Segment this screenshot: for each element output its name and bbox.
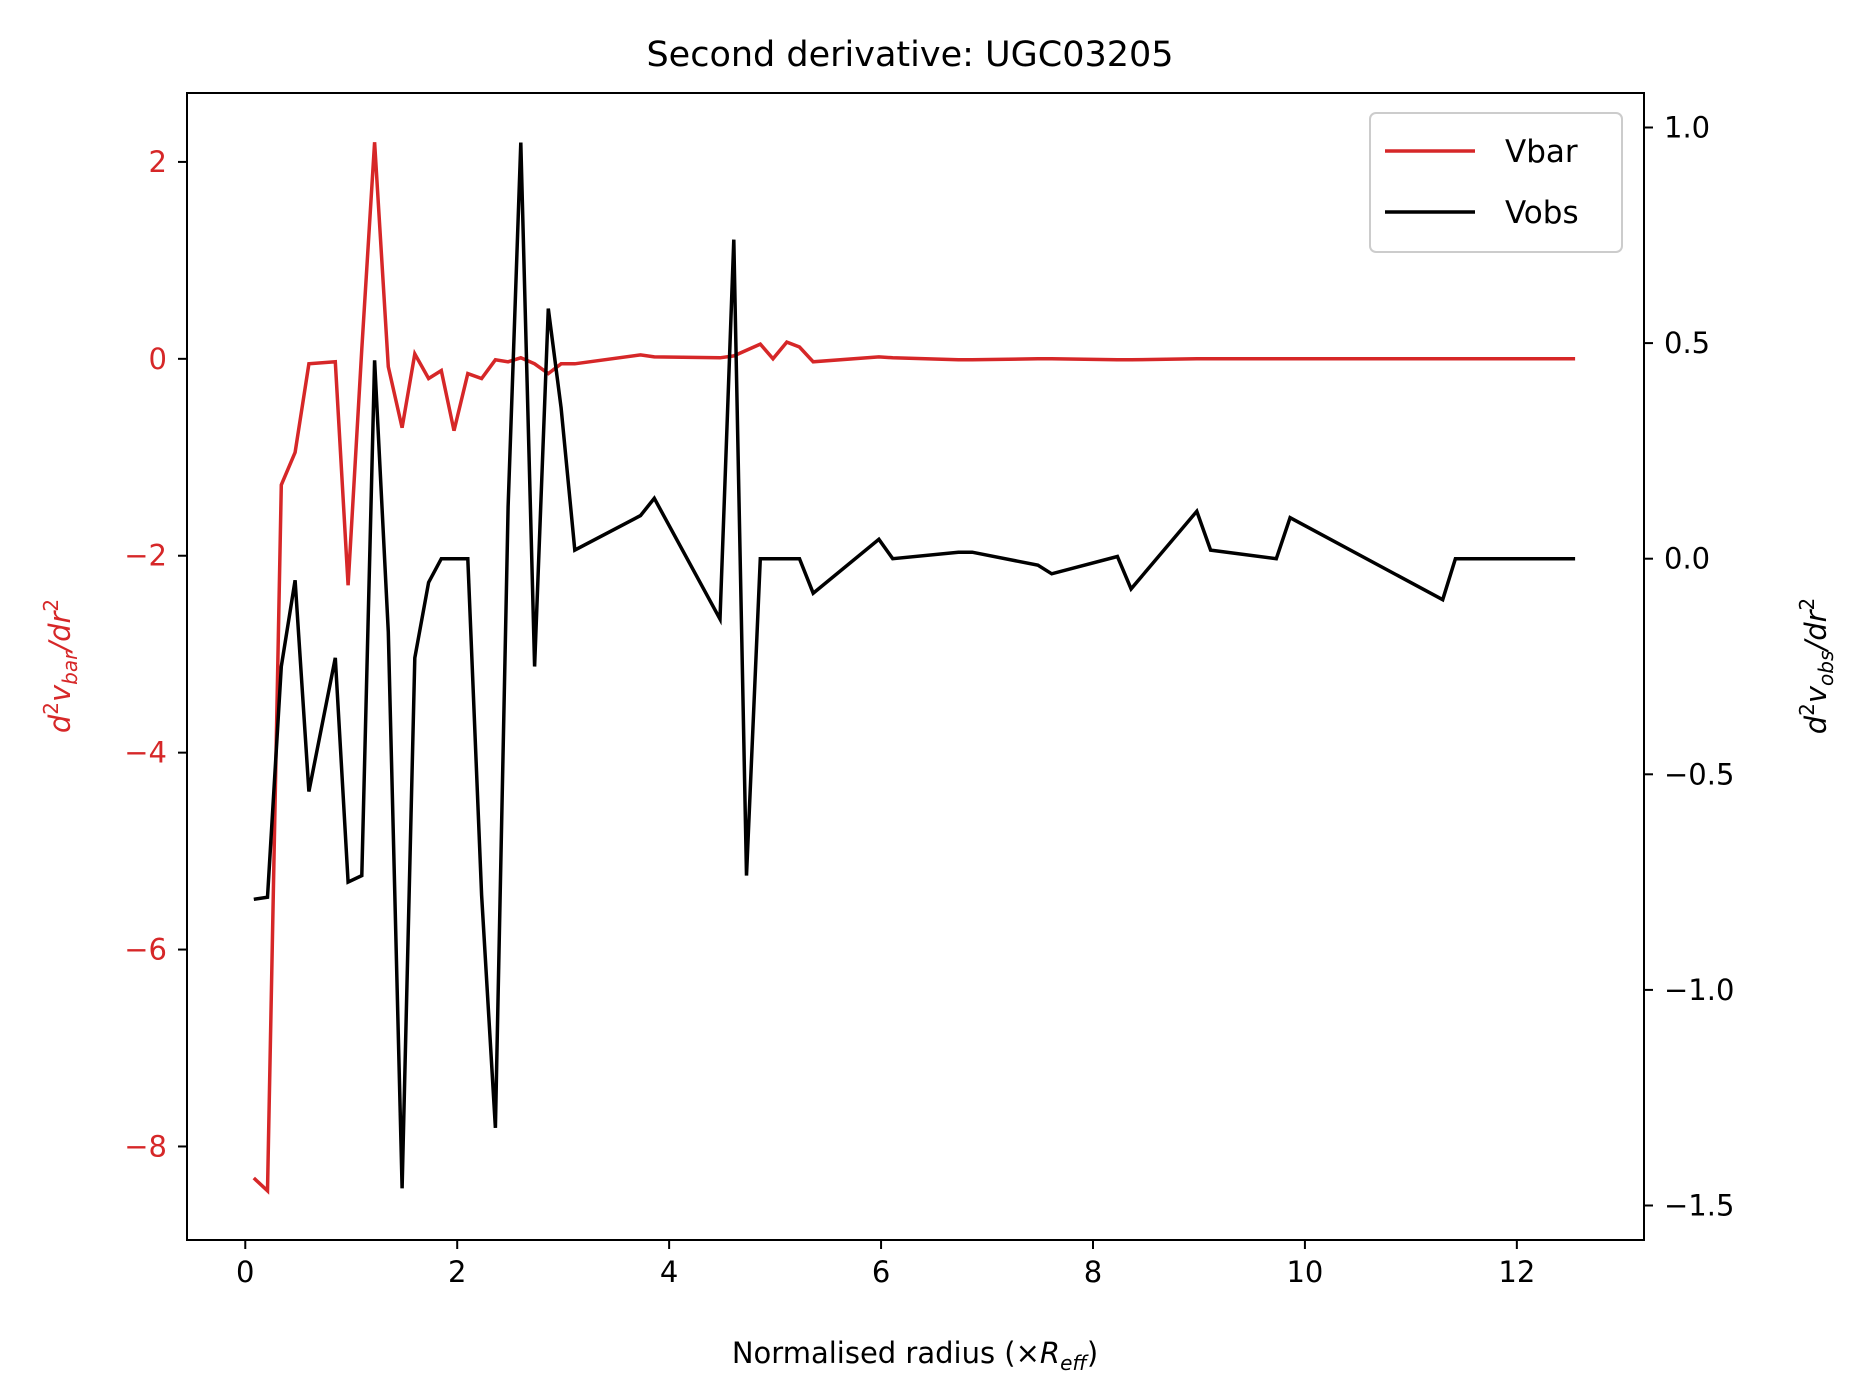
- legend-label-vbar: Vbar: [1505, 134, 1578, 170]
- right-y-axis: −1.5 −1.0 −0.5 0.0 0.5 1.0: [1644, 110, 1734, 1223]
- legend-box: [1369, 112, 1623, 253]
- x-axis: 0 2 4 6 8 10 12: [236, 1240, 1535, 1289]
- right-y-axis-label: d2vobs/dr2: [1795, 598, 1838, 735]
- right-y-tick-label: −1.0: [1664, 973, 1734, 1007]
- chart-title: Second derivative: UGC03205: [646, 35, 1173, 75]
- x-axis-label: Normalised radius (×Reff): [732, 1336, 1098, 1375]
- x-tick-label: 12: [1498, 1255, 1535, 1289]
- left-y-tick-label: −8: [124, 1129, 167, 1163]
- series-line-vobs: [253, 142, 1576, 1189]
- legend-label-vobs: Vobs: [1505, 195, 1579, 231]
- left-y-tick-label: −6: [124, 933, 167, 967]
- left-y-tick-label: 0: [149, 342, 167, 376]
- left-y-axis-label: d2vbar/dr2: [39, 599, 82, 733]
- right-y-tick-label: −0.5: [1664, 757, 1734, 791]
- right-y-tick-label: 0.0: [1664, 542, 1710, 576]
- x-tick-label: 6: [872, 1255, 890, 1289]
- x-tick-label: 4: [660, 1255, 678, 1289]
- left-y-axis: −8 −6 −4 −2 0 2: [124, 145, 187, 1163]
- plot-area: [252, 142, 1576, 1195]
- left-y-tick-label: −4: [124, 736, 167, 770]
- x-tick-label: 8: [1084, 1255, 1102, 1289]
- right-y-tick-label: −1.5: [1664, 1189, 1734, 1223]
- right-y-tick-label: 0.5: [1664, 326, 1710, 360]
- right-y-tick-label: 1.0: [1664, 110, 1710, 144]
- x-tick-label: 10: [1286, 1255, 1323, 1289]
- plot-frame: [186, 92, 1645, 1241]
- left-y-tick-label: −2: [124, 539, 167, 573]
- legend: Vbar Vobs: [1369, 112, 1623, 253]
- left-y-tick-label: 2: [149, 145, 167, 179]
- series-line-vbar: [252, 142, 1576, 1195]
- x-tick-label: 0: [236, 1255, 254, 1289]
- x-tick-label: 2: [448, 1255, 466, 1289]
